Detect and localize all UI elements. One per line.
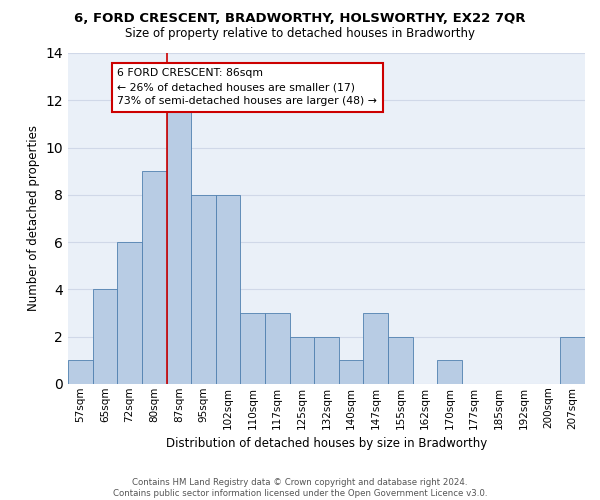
Bar: [339, 360, 364, 384]
Bar: [290, 336, 314, 384]
Bar: [388, 336, 413, 384]
Bar: [191, 195, 216, 384]
Bar: [167, 100, 191, 384]
Bar: [68, 360, 92, 384]
Bar: [437, 360, 462, 384]
Bar: [117, 242, 142, 384]
Y-axis label: Number of detached properties: Number of detached properties: [27, 126, 40, 312]
Bar: [142, 171, 167, 384]
Text: 6 FORD CRESCENT: 86sqm
← 26% of detached houses are smaller (17)
73% of semi-det: 6 FORD CRESCENT: 86sqm ← 26% of detached…: [117, 68, 377, 106]
Bar: [364, 313, 388, 384]
Text: Size of property relative to detached houses in Bradworthy: Size of property relative to detached ho…: [125, 28, 475, 40]
Text: 6, FORD CRESCENT, BRADWORTHY, HOLSWORTHY, EX22 7QR: 6, FORD CRESCENT, BRADWORTHY, HOLSWORTHY…: [74, 12, 526, 26]
Bar: [216, 195, 241, 384]
Text: Contains HM Land Registry data © Crown copyright and database right 2024.
Contai: Contains HM Land Registry data © Crown c…: [113, 478, 487, 498]
Bar: [314, 336, 339, 384]
Bar: [241, 313, 265, 384]
Bar: [265, 313, 290, 384]
Bar: [92, 290, 117, 384]
Bar: [560, 336, 585, 384]
X-axis label: Distribution of detached houses by size in Bradworthy: Distribution of detached houses by size …: [166, 437, 487, 450]
